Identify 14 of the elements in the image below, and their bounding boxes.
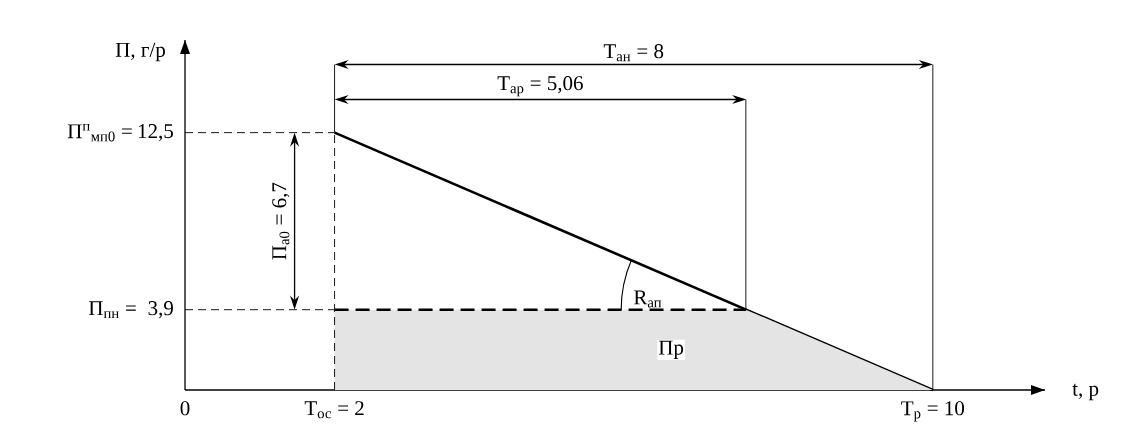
x-tick-label: Т$_{ос}$ = 2 (304, 401, 364, 419)
x-tick-label: Т$_{р}$ = 10 (901, 401, 965, 422)
annotation: Т$_{ар}$ = 5,06 (497, 76, 583, 97)
y-axis-title: П, г/р (115, 42, 165, 62)
annotation: П$_{а0}$ = 6,7 (272, 182, 290, 260)
x-axis-title: t, р (1072, 383, 1099, 401)
annotation: Т$_{ан}$ = 8 (603, 44, 664, 62)
text: П$_{пн}$ = (88, 301, 136, 319)
y-tick-label: 3,9 (148, 301, 173, 319)
y-tick-label: 12,5 (138, 124, 173, 142)
x-tick-label: 0 (180, 401, 190, 416)
text: П$^{п}$$_{мп0}$ = (67, 123, 132, 142)
annotation: Пр (658, 340, 684, 359)
annotation: R$_{ап}$ (633, 290, 662, 308)
